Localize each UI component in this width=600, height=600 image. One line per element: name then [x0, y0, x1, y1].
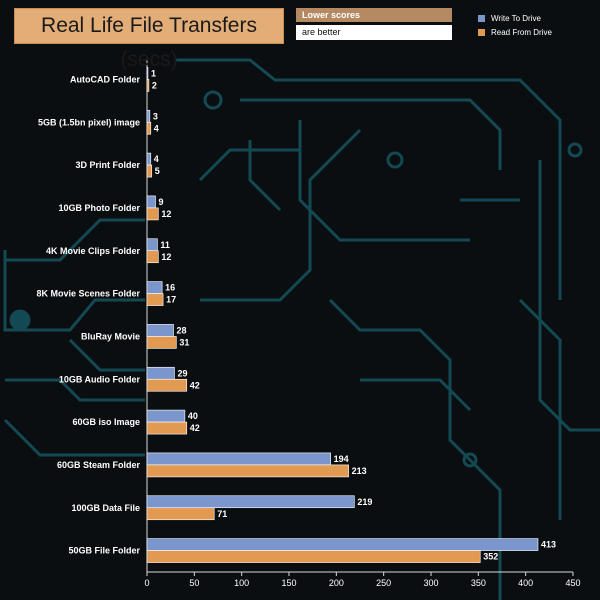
bar-read: [146, 421, 188, 435]
chart-title: Real Life File Transfers (secs): [14, 8, 284, 71]
value-label-read: 12: [161, 252, 171, 262]
legend: Write To Drive Read From Drive: [478, 12, 552, 40]
bar-write: [146, 538, 539, 551]
bar-write: [146, 109, 151, 123]
bar-write: [146, 195, 156, 209]
category-label: 100GB Data File: [71, 503, 140, 513]
x-tick-label: 0: [144, 578, 149, 588]
chart-axes: 0 50 100 150 200 250 300 350 400 450: [144, 58, 581, 588]
value-label-write: 9: [159, 197, 164, 207]
bar-read: [146, 464, 349, 478]
category-label: AutoCAD Folder: [70, 74, 140, 84]
note-lower-scores: Lower scores: [296, 8, 452, 22]
x-tick-label: 150: [281, 578, 296, 588]
category-label: 10GB Photo Folder: [58, 203, 140, 213]
category-label: 5GB (1.5bn pixel) image: [38, 117, 140, 127]
value-label-read: 31: [179, 337, 189, 347]
value-label-read: 4: [154, 123, 159, 133]
bar-read: [146, 164, 153, 178]
bar-read: [146, 207, 159, 221]
value-label-read: 12: [161, 209, 171, 219]
bar-read: [146, 79, 150, 92]
value-label-write: 29: [177, 368, 187, 378]
x-tick-label: 450: [565, 578, 580, 588]
bar-read: [146, 550, 481, 563]
bar-write: [146, 324, 174, 337]
value-label-read: 71: [217, 509, 227, 519]
category-label: 60GB iso Image: [72, 417, 140, 427]
value-label-write: 4: [154, 154, 159, 164]
value-label-read: 42: [190, 380, 200, 390]
category-label: BluRay Movie: [81, 331, 140, 341]
value-label-read: 213: [352, 466, 367, 476]
bar-write: [146, 238, 158, 252]
value-label-write: 3: [153, 111, 158, 121]
bar-read: [146, 121, 152, 135]
value-label-read: 2: [152, 80, 157, 90]
legend-swatch-read: [478, 28, 485, 36]
x-tick-label: 350: [471, 578, 486, 588]
x-tick-label: 200: [329, 578, 344, 588]
x-tick-label: 250: [376, 578, 391, 588]
x-tick-label: 100: [234, 578, 249, 588]
category-label: 60GB Steam Folder: [57, 460, 141, 470]
bar-write: [146, 409, 186, 423]
bar-read: [146, 507, 215, 521]
legend-swatch-write: [478, 14, 485, 22]
value-label-write: 28: [177, 325, 187, 335]
legend-item-read: Read From Drive: [478, 26, 552, 38]
value-label-write: 1: [151, 68, 156, 78]
x-tick-label: 50: [189, 578, 199, 588]
bar-read: [146, 336, 177, 349]
circuit-background: [3, 12, 600, 600]
value-label-write: 16: [165, 283, 175, 293]
bar-read: [146, 378, 188, 392]
bar-write: [146, 495, 355, 509]
bar-write: [146, 452, 331, 466]
value-label-write: 413: [541, 540, 556, 550]
value-label-write: 194: [334, 454, 349, 464]
category-label: 10GB Audio Folder: [59, 374, 141, 384]
value-label-read: 17: [166, 295, 176, 305]
category-label: 3D Print Folder: [75, 160, 140, 170]
bar-read: [146, 250, 159, 264]
category-label: 50GB File Folder: [68, 546, 140, 556]
category-label: 8K Movie Scenes Folder: [36, 289, 140, 299]
bar-read: [146, 293, 164, 306]
note-are-better: are better: [296, 25, 452, 40]
category-label: 4K Movie Clips Folder: [46, 246, 141, 256]
value-label-write: 11: [160, 240, 170, 250]
value-label-write: 219: [357, 497, 372, 507]
value-label-read: 352: [483, 552, 498, 562]
value-label-read: 42: [190, 423, 200, 433]
legend-label-read: Read From Drive: [491, 27, 552, 37]
chart-bars: AutoCAD Folder125GB (1.5bn pixel) image3…: [36, 67, 556, 563]
x-tick-label: 400: [518, 578, 533, 588]
bar-write: [146, 281, 163, 294]
legend-label-write: Write To Drive: [491, 13, 541, 23]
bar-write: [146, 152, 152, 166]
legend-item-write: Write To Drive: [478, 12, 552, 24]
x-tick-label: 300: [423, 578, 438, 588]
value-label-read: 5: [155, 166, 160, 176]
value-label-write: 40: [188, 411, 198, 421]
bar-write: [146, 366, 175, 380]
